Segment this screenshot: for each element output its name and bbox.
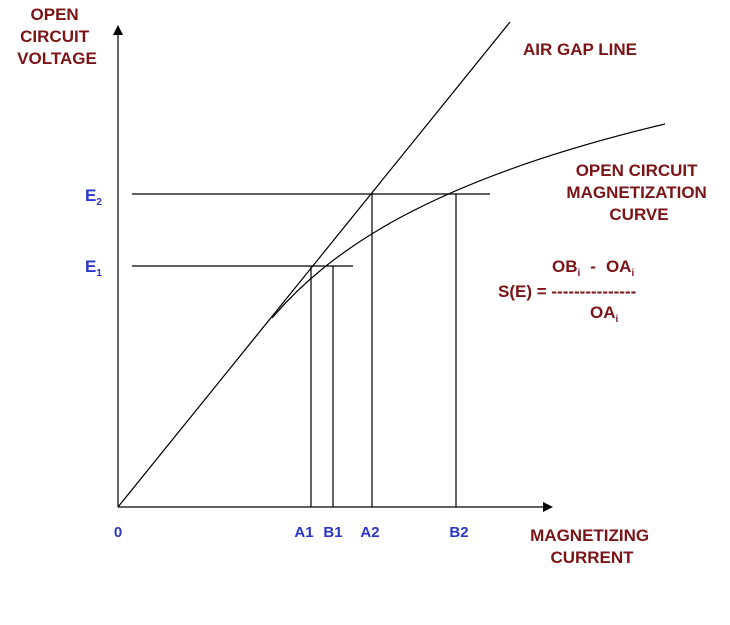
e2-main: E bbox=[85, 186, 96, 205]
formula-lhs: S(E) = bbox=[498, 282, 551, 301]
formula-numerator: OBi - OAi bbox=[552, 257, 634, 279]
magnetization-curve bbox=[271, 123, 666, 319]
y-axis-title-line-1: OPEN bbox=[31, 5, 79, 24]
tick-a2: A2 bbox=[360, 524, 379, 541]
curve-label: OPEN CIRCUIT MAGNETIZATION CURVE bbox=[566, 161, 711, 224]
curve-label-line-1: OPEN CIRCUIT bbox=[576, 161, 698, 180]
x-axis-title: MAGNETIZING CURRENT bbox=[530, 526, 654, 567]
formula-denominator: OAi bbox=[590, 303, 619, 325]
numerator-oa-sub: i bbox=[631, 268, 634, 279]
y-axis-title: OPEN CIRCUIT VOLTAGE bbox=[17, 5, 97, 68]
e2-label: E2 bbox=[85, 186, 102, 208]
e1-sub: 1 bbox=[96, 268, 102, 279]
e2-sub: 2 bbox=[96, 197, 102, 208]
numerator-ob: OB bbox=[552, 257, 578, 276]
curve-label-line-2: MAGNETIZATION bbox=[566, 183, 706, 202]
e1-label: E1 bbox=[85, 257, 102, 279]
denominator-oa: OA bbox=[590, 303, 616, 322]
curve-label-line-3: CURVE bbox=[609, 205, 668, 224]
tick-a1: A1 bbox=[294, 524, 313, 541]
y-axis-title-line-3: VOLTAGE bbox=[17, 49, 97, 68]
numerator-oa: OA bbox=[606, 257, 632, 276]
x-axis-title-line-1: MAGNETIZING bbox=[530, 526, 649, 545]
e1-main: E bbox=[85, 257, 96, 276]
tick-b2: B2 bbox=[449, 524, 468, 541]
origin-label: 0 bbox=[114, 524, 122, 541]
numerator-minus: - bbox=[590, 257, 596, 276]
numerator-ob-sub: i bbox=[578, 268, 581, 279]
tick-b1: B1 bbox=[323, 524, 342, 541]
denominator-oa-sub: i bbox=[616, 314, 619, 325]
y-axis-title-line-2: CIRCUIT bbox=[20, 27, 90, 46]
formula-fraction-bar: --------------- bbox=[551, 282, 636, 301]
air-gap-line bbox=[117, 21, 511, 508]
formula-lhs-line: S(E) = --------------- bbox=[498, 282, 636, 301]
x-axis-title-line-2: CURRENT bbox=[550, 548, 634, 567]
air-gap-label: AIR GAP LINE bbox=[523, 40, 637, 59]
